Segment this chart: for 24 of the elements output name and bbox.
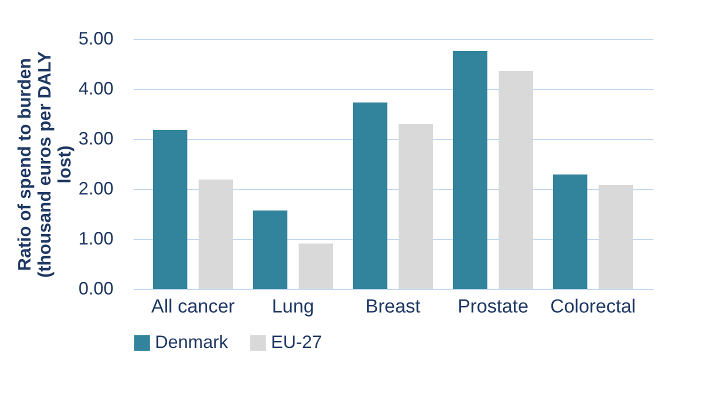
bar [598,185,633,289]
bar [153,130,188,289]
bar [253,210,288,289]
bar [553,174,588,289]
legend-label: EU-27 [271,332,322,352]
bar [198,180,233,289]
y-tick-label: 1.00 [78,228,114,248]
x-tick-label: All cancer [151,296,236,318]
x-tick-label: Breast [366,296,422,318]
y-tick-label: 3.00 [78,128,114,148]
x-tick-label: Prostate [458,296,528,318]
x-tick-label: Lung [272,296,314,318]
legend-label: Denmark [155,332,230,352]
bar [353,102,388,289]
bar [298,244,333,289]
y-tick-label: 2.00 [78,178,114,198]
bar [398,124,433,289]
bar [498,71,533,289]
y-axis-title: Ratio of spend to burden (thousand euros per DALY lost) [14,51,74,278]
y-tick-label: 5.00 [78,28,114,48]
y-tick-label: 4.00 [78,78,114,98]
y-tick-label: 0.00 [78,278,114,298]
x-tick-label: Colorectal [550,296,636,318]
bar [453,51,488,289]
